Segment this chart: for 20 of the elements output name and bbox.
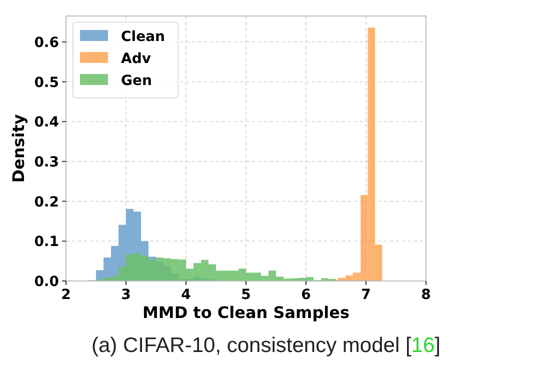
y-tick-label: 0.6 xyxy=(34,34,59,51)
legend-label: Gen xyxy=(121,73,152,89)
y-tick-label: 0.4 xyxy=(34,114,60,131)
y-tick-label: 0.5 xyxy=(34,74,59,91)
x-tick-label: 3 xyxy=(121,287,131,303)
y-tick-label: 0.2 xyxy=(34,194,59,210)
y-tick-label: 0.3 xyxy=(34,154,59,170)
y-tick-label: 0.1 xyxy=(34,234,59,250)
x-tick-label: 7 xyxy=(361,287,371,303)
x-tick-label: 8 xyxy=(421,287,431,303)
y-tick-label: 0.0 xyxy=(34,274,60,290)
legend-label: Clean xyxy=(121,29,165,45)
legend-label: Adv xyxy=(121,51,151,67)
y-axis-title: Density xyxy=(9,114,28,183)
x-tick-label: 5 xyxy=(241,287,251,303)
x-tick-label: 2 xyxy=(61,287,71,303)
x-tick-label: 4 xyxy=(181,287,192,303)
text: (a) CIFAR-10, consistency model [16] xyxy=(92,334,440,357)
x-tick-label: 6 xyxy=(301,287,311,303)
x-axis-title: MMD to Clean Samples xyxy=(142,303,350,322)
